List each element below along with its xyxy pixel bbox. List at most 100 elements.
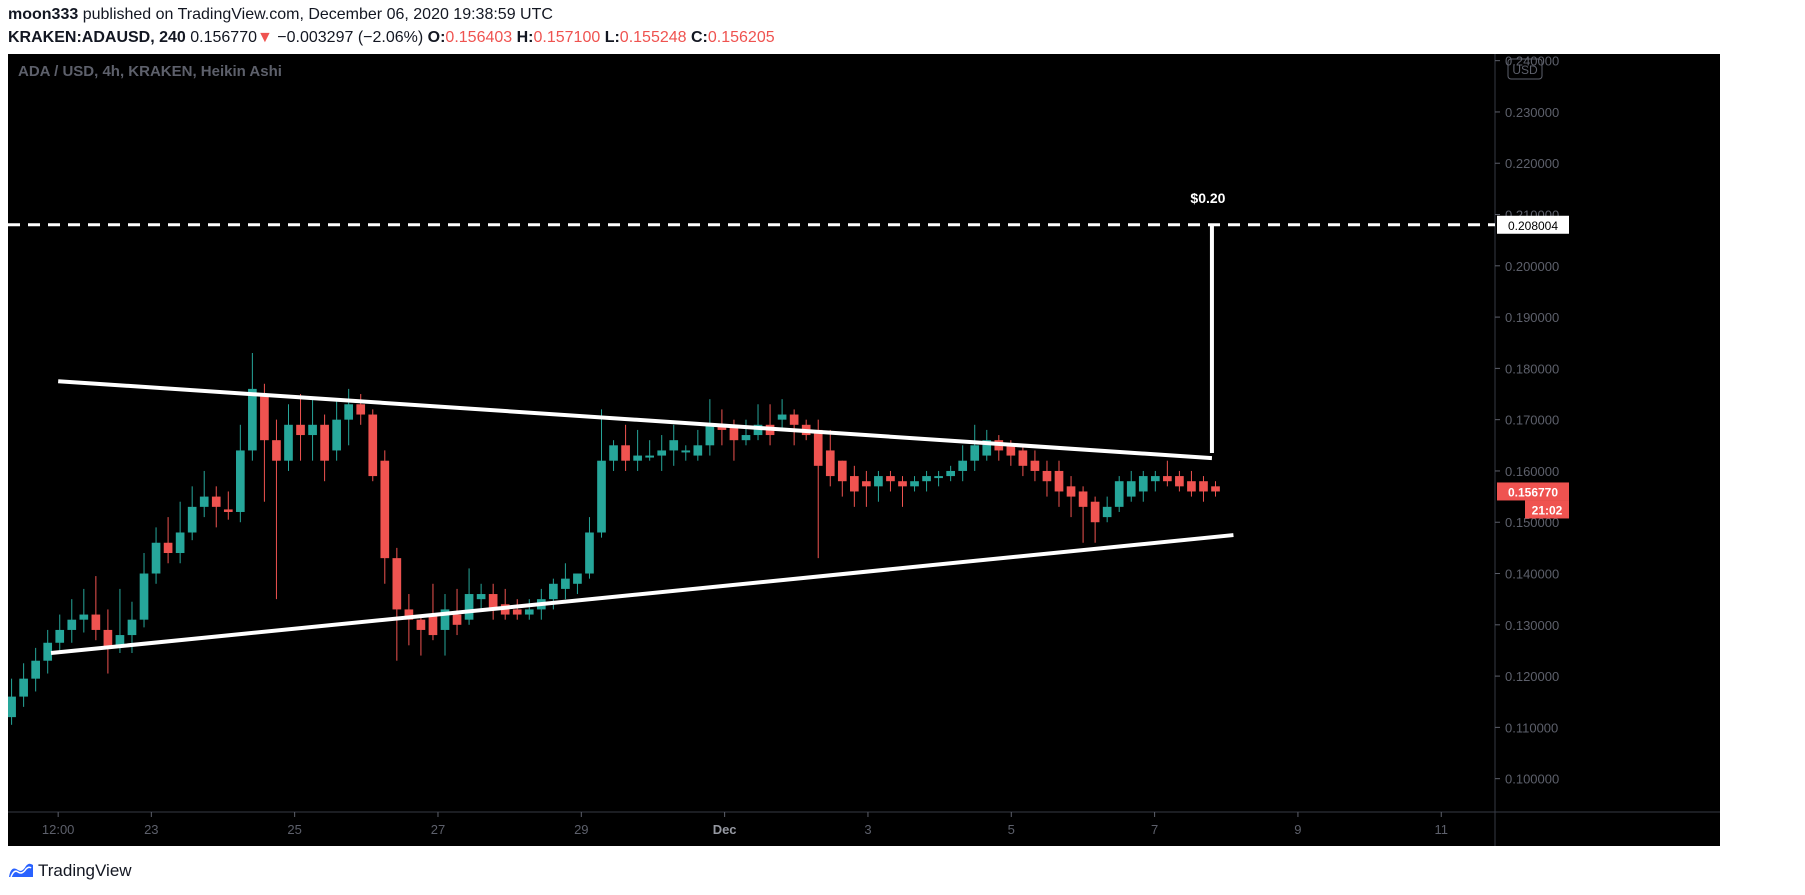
target-price-label: 0.208004	[1508, 219, 1558, 233]
candle-body	[1078, 491, 1088, 507]
y-tick-label: 0.240000	[1505, 54, 1559, 69]
candle-body	[561, 578, 570, 589]
candle-body	[512, 609, 522, 615]
candle-body	[175, 532, 185, 554]
candle-body	[428, 614, 438, 636]
candle-body	[127, 619, 137, 636]
candle-body	[356, 404, 366, 415]
candle-body	[404, 609, 414, 620]
candle-body	[272, 440, 281, 461]
footer: TradingView	[8, 858, 132, 884]
candle-body	[946, 470, 955, 477]
candle-body	[693, 445, 703, 456]
candle-body	[886, 476, 895, 482]
candle-body	[982, 440, 992, 456]
candle-body	[621, 445, 630, 461]
candle-body	[223, 509, 233, 512]
candle-body	[922, 476, 931, 482]
candle-body	[260, 394, 269, 441]
candle-body	[19, 678, 28, 697]
candle-body	[549, 583, 558, 600]
y-tick-label: 0.170000	[1505, 413, 1559, 428]
close-value: 0.156205	[707, 29, 775, 46]
candle-body	[862, 481, 871, 487]
high-value: 0.157100	[533, 29, 601, 46]
candle-body	[1006, 445, 1016, 456]
candle-body	[657, 450, 667, 456]
x-tick-label: 9	[1294, 822, 1301, 837]
candle-body	[910, 481, 919, 487]
candle-body	[825, 450, 835, 477]
footer-brand[interactable]: TradingView	[38, 861, 132, 880]
y-tick-label: 0.130000	[1505, 618, 1559, 633]
candle-body	[43, 642, 53, 661]
candle-body	[1199, 481, 1208, 492]
candle-body	[597, 460, 606, 533]
candle-body	[1211, 486, 1220, 492]
price-chart[interactable]: 0.100000 0.110000 0.120000 0.130000 0.140000…	[8, 54, 1720, 846]
candle-body	[1090, 501, 1100, 523]
candle-body	[380, 460, 390, 559]
price-change: −0.003297 (−2.06%)	[277, 29, 424, 46]
y-tick-label: 0.230000	[1505, 105, 1559, 120]
candle-body	[320, 424, 329, 461]
candle-body	[91, 614, 101, 630]
candle-body	[344, 404, 354, 420]
candle-body	[452, 614, 462, 625]
current-price-label: 0.156770	[1508, 485, 1558, 499]
currency-badge-label: USD	[1512, 63, 1538, 77]
y-tick-label: 0.140000	[1505, 567, 1559, 582]
y-tick-label: 0.110000	[1505, 720, 1558, 735]
countdown-box	[1525, 500, 1569, 519]
currency-badge	[1507, 58, 1543, 80]
y-tick-label: 0.180000	[1505, 361, 1559, 376]
low-label: L:	[604, 29, 620, 46]
candle-body	[67, 619, 77, 630]
candle-body	[163, 542, 173, 554]
candle-body	[1114, 481, 1124, 507]
author-name[interactable]: moon333	[8, 6, 79, 23]
candle-body	[464, 594, 474, 620]
candle-body	[681, 450, 691, 453]
candle-body	[753, 424, 763, 436]
symbol-name: KRAKEN:ADAUSD, 240	[8, 29, 186, 46]
candle-body	[139, 573, 149, 620]
y-tick-label: 0.120000	[1505, 669, 1559, 684]
candle-body	[1018, 450, 1028, 466]
candle-body	[1126, 481, 1136, 497]
candle-body	[103, 629, 113, 648]
candle-body	[1042, 470, 1052, 482]
candle-body	[416, 619, 426, 630]
candle-body	[187, 506, 197, 533]
candle-body	[1030, 460, 1040, 471]
candle-body	[741, 435, 751, 441]
candle-body	[248, 388, 257, 451]
x-tick-label: 5	[1008, 822, 1015, 837]
y-tick-label: 0.160000	[1505, 464, 1559, 479]
y-tick-label: 0.150000	[1505, 515, 1559, 530]
trendline-lower	[50, 533, 1234, 656]
chart-area[interactable]: 0.100000 0.110000 0.120000 0.130000 0.140000…	[8, 54, 1720, 846]
candle-body	[645, 455, 655, 458]
x-tick-label: 12:00	[42, 822, 75, 837]
current-price-box	[1497, 482, 1569, 501]
candle-body	[524, 609, 534, 615]
low-value: 0.155248	[619, 29, 687, 46]
candle-body	[585, 532, 594, 574]
candle-body	[332, 419, 341, 451]
tradingview-logo-icon[interactable]	[8, 862, 34, 880]
symbol-info: KRAKEN:ADAUSD, 240 0.156770▼ −0.003297 (…	[8, 29, 775, 47]
close-label: C:	[690, 29, 708, 46]
target-annotation: $0.20	[1190, 190, 1225, 206]
x-tick-label: 3	[864, 822, 871, 837]
candle-body	[79, 614, 89, 620]
candle-body	[1187, 481, 1196, 492]
candle-body	[609, 445, 618, 461]
y-tick-label: 0.200000	[1505, 259, 1559, 274]
candle-body	[392, 558, 402, 610]
chart-title: ADA / USD, 4h, KRAKEN, Heikin Ashi	[18, 63, 282, 80]
candle-body	[284, 424, 293, 461]
published-text: published on TradingView.com, December 0…	[82, 6, 553, 23]
x-tick-label: 27	[431, 822, 445, 837]
candle-body	[55, 629, 65, 643]
